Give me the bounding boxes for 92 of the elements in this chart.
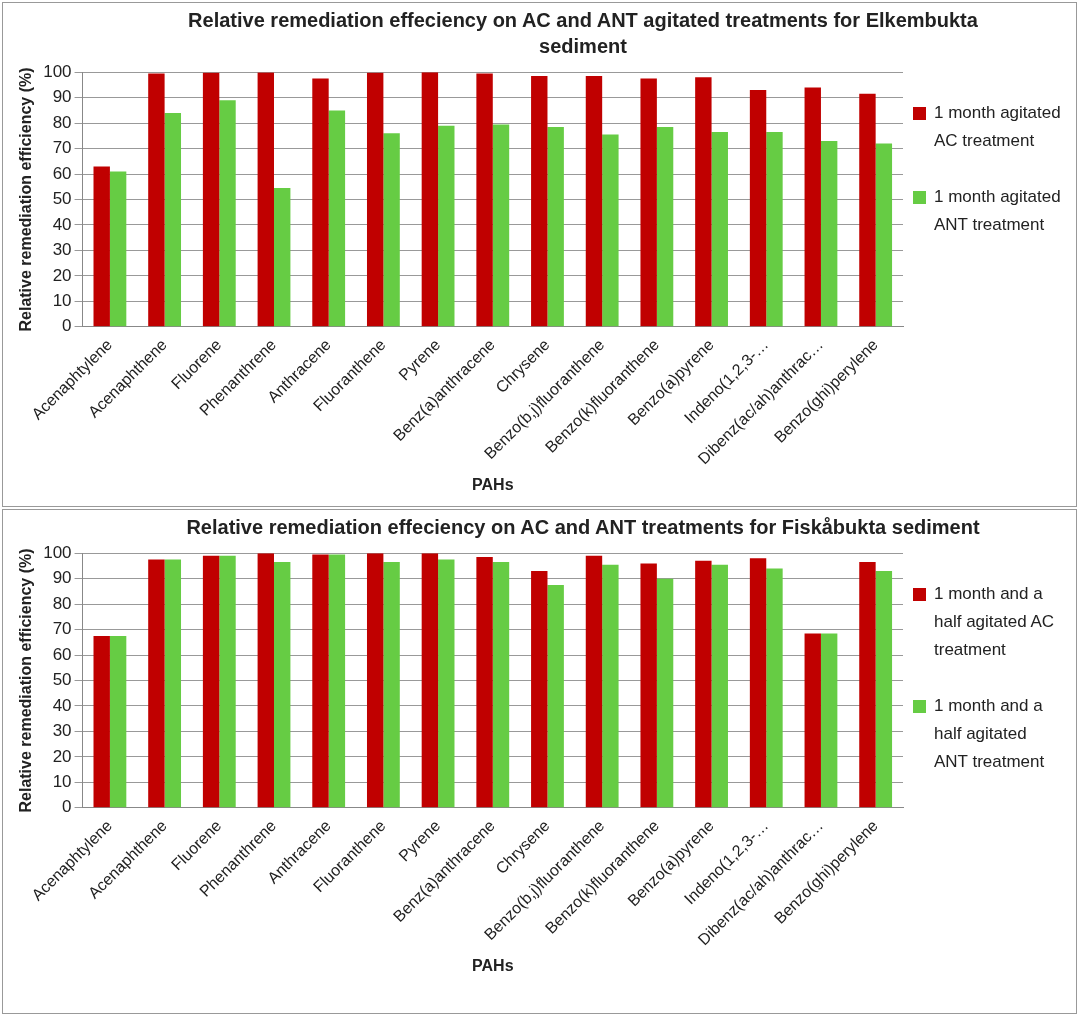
bar [585, 76, 603, 327]
bar [328, 554, 346, 808]
y-tick-label: 40 [52, 214, 72, 234]
y-tick-label: 70 [52, 138, 72, 158]
y-tick-label: 100 [43, 542, 72, 562]
bar [438, 559, 455, 808]
y-tick-label: 0 [62, 797, 72, 817]
bar [640, 78, 657, 327]
bar [93, 635, 110, 808]
bar [602, 134, 619, 327]
bar [383, 133, 400, 327]
chart-title: Relative remediation effeciency on AC and ANT treatments for Fiskåbukta sediment [185, 515, 981, 540]
legend-label: 1 month agitated ANT treatment [934, 186, 1062, 236]
bar [312, 78, 329, 327]
y-tick-label: 60 [52, 163, 72, 183]
y-tick-label: 30 [52, 721, 72, 741]
y-tick-label: 20 [52, 265, 72, 285]
y-tick-label: 20 [52, 746, 72, 766]
legend-label: 1 month and a half agitated AC treatment [934, 583, 1056, 661]
bar [476, 73, 493, 327]
legend-label: 1 month agitated AC treatment [934, 102, 1062, 152]
bar [148, 559, 165, 808]
y-tick-label: 70 [52, 619, 72, 639]
x-axis-title: PAHs [472, 956, 514, 974]
bar [366, 553, 384, 808]
bar [859, 562, 876, 808]
bar [547, 585, 564, 808]
bar [766, 132, 783, 327]
y-tick-label: 80 [52, 593, 72, 613]
bar [656, 126, 674, 327]
bar [219, 100, 236, 327]
y-tick-label: 40 [52, 695, 72, 715]
y-axis-title: Relative remediation efficiency (%) [17, 548, 35, 813]
bar [804, 87, 821, 327]
bar [274, 562, 291, 808]
bar [531, 76, 548, 327]
y-tick-label: 90 [52, 87, 72, 107]
bar [476, 557, 493, 808]
bar [711, 132, 728, 327]
bar [695, 560, 712, 808]
bar [328, 110, 346, 327]
bar [711, 564, 728, 808]
bar [749, 558, 767, 808]
bar [492, 124, 510, 327]
bar [875, 143, 893, 327]
chart-title: Relative remediation effeciency on AC and ANT agitated treatments for Elkembukta sediment [187, 8, 979, 59]
bar [257, 553, 274, 808]
bar [202, 72, 220, 327]
y-tick-label: 50 [52, 670, 72, 690]
bar [531, 571, 548, 808]
bar [640, 563, 657, 808]
bar [148, 73, 165, 327]
bar [585, 555, 603, 808]
legend-label: 1 month and a half agitated ANT treatment [934, 695, 1046, 773]
bar [109, 171, 127, 327]
y-tick-label: 60 [52, 644, 72, 664]
bar [859, 93, 876, 327]
bar [383, 562, 400, 808]
bar [766, 568, 783, 808]
bar [438, 125, 455, 327]
bar [93, 166, 110, 327]
bar [656, 578, 674, 808]
bar [274, 188, 291, 327]
bar [695, 77, 712, 327]
bar [219, 555, 236, 808]
bar [164, 559, 182, 808]
bar [749, 90, 767, 327]
bar [312, 554, 329, 808]
bar [804, 633, 821, 808]
y-tick-label: 50 [52, 189, 72, 209]
bar [547, 126, 564, 327]
y-tick-label: 0 [62, 316, 72, 336]
y-axis-title: Relative remediation efficiency (%) [17, 67, 35, 332]
y-tick-label: 80 [52, 112, 72, 132]
bar [820, 140, 838, 327]
bar [366, 72, 384, 327]
y-tick-label: 100 [43, 61, 72, 81]
x-axis-title: PAHs [472, 475, 514, 493]
bar [257, 72, 274, 327]
bar [875, 571, 893, 808]
bar [202, 555, 220, 808]
bar [492, 562, 510, 808]
y-tick-label: 10 [52, 771, 72, 791]
y-tick-label: 30 [52, 240, 72, 260]
bar [421, 72, 439, 327]
bar [602, 564, 619, 808]
bar [421, 553, 439, 808]
bar [820, 633, 838, 808]
y-tick-label: 90 [52, 568, 72, 588]
bar [164, 112, 182, 327]
y-tick-label: 10 [52, 290, 72, 310]
bar [109, 635, 127, 808]
